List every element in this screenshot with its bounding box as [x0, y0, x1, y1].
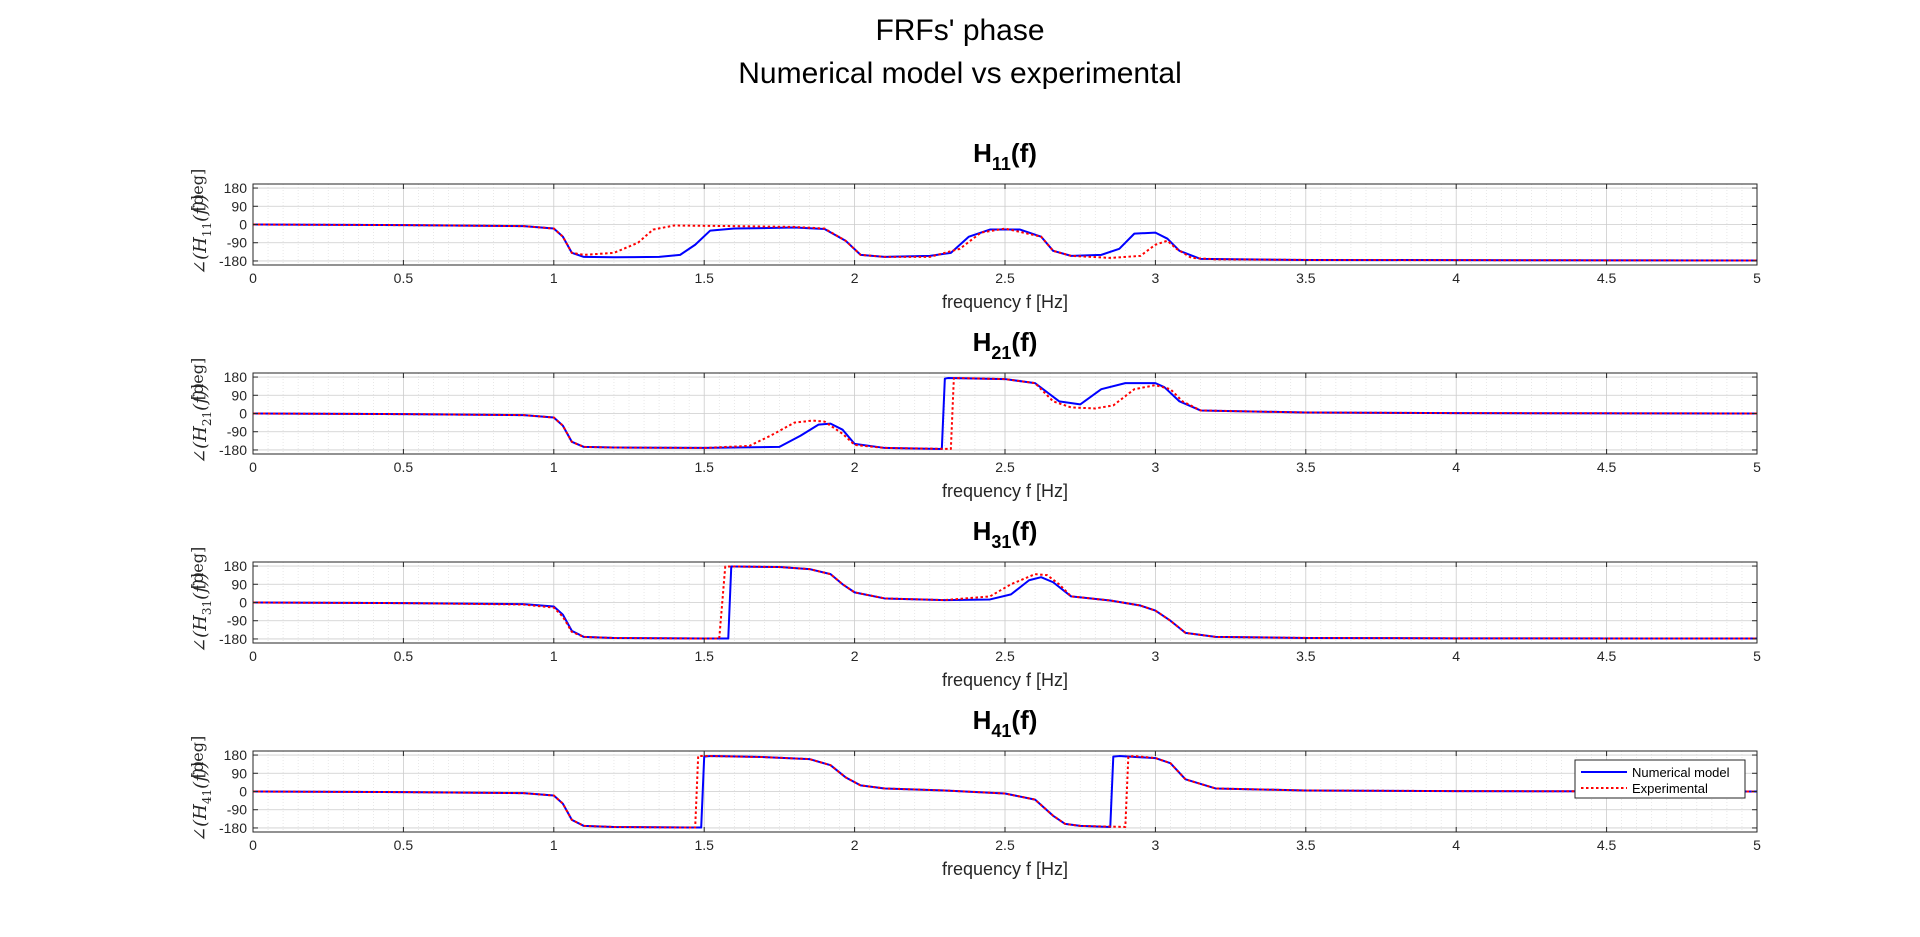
x-tick-label: 3.5 — [1296, 648, 1316, 664]
y-tick-label: -90 — [227, 613, 247, 629]
x-tick-label: 5 — [1753, 837, 1761, 853]
x-tick-label: 0 — [249, 270, 257, 286]
x-tick-label: 2 — [851, 270, 859, 286]
x-tick-label: 3 — [1152, 837, 1160, 853]
x-tick-label: 5 — [1753, 459, 1761, 475]
y-tick-label: 90 — [231, 576, 247, 592]
x-tick-label: 3 — [1152, 270, 1160, 286]
y-axis-unit: [deg] — [188, 358, 207, 400]
subplot-1: 0 0.5 1 1.5 2 2.5 3 3.5 4 4.5 5 180 90 0 -90 -180 freque… — [188, 138, 1761, 312]
y-axis-unit: [deg] — [188, 169, 207, 211]
y-tick-label: 0 — [239, 406, 247, 422]
x-tick-label: 1.5 — [694, 648, 714, 664]
subplot-3: 0 0.5 1 1.5 2 2.5 3 3.5 4 4.5 5 180 90 0 -90 -180 freque… — [188, 516, 1761, 690]
y-axis-label: ∠(H41(f)) — [190, 761, 214, 842]
subplot-title: H31(f) — [973, 516, 1038, 552]
x-tick-label: 1.5 — [694, 270, 714, 286]
x-tick-label: 2.5 — [995, 459, 1015, 475]
x-tick-label: 0.5 — [394, 270, 414, 286]
y-axis-unit: [deg] — [188, 736, 207, 778]
x-tick-label: 0.5 — [394, 459, 414, 475]
x-tick-label: 4.5 — [1597, 459, 1617, 475]
subplots: 0 0.5 1 1.5 2 2.5 3 3.5 4 4.5 5 180 90 0 -90 -180 freque… — [188, 138, 1761, 879]
x-tick-label: 0 — [249, 837, 257, 853]
x-tick-label: 2.5 — [995, 648, 1015, 664]
x-tick-label: 3.5 — [1296, 837, 1316, 853]
y-tick-label: 180 — [224, 180, 248, 196]
x-tick-label: 4 — [1452, 837, 1460, 853]
x-tick-label: 3.5 — [1296, 459, 1316, 475]
x-tick-label: 4.5 — [1597, 648, 1617, 664]
x-tick-label: 1 — [550, 270, 558, 286]
figure-title-line2: Numerical model vs experimental — [738, 57, 1182, 90]
x-tick-label: 3 — [1152, 459, 1160, 475]
x-tick-label: 4.5 — [1597, 837, 1617, 853]
x-tick-label: 1 — [550, 648, 558, 664]
x-axis-label: frequency f [Hz] — [942, 292, 1068, 312]
x-tick-label: 1 — [550, 837, 558, 853]
y-tick-label: 0 — [239, 595, 247, 611]
y-tick-label: 90 — [231, 198, 247, 214]
y-tick-label: -90 — [227, 235, 247, 251]
x-tick-label: 2 — [851, 837, 859, 853]
x-tick-label: 0.5 — [394, 648, 414, 664]
x-axis-label: frequency f [Hz] — [942, 859, 1068, 879]
y-tick-label: 180 — [224, 369, 248, 385]
series-numerical-model — [252, 755, 1758, 829]
x-tick-label: 1.5 — [694, 459, 714, 475]
legend-label-experimental: Experimental — [1632, 781, 1708, 796]
y-tick-label: 0 — [239, 784, 247, 800]
x-tick-label: 2 — [851, 459, 859, 475]
x-tick-label: 4 — [1452, 270, 1460, 286]
x-tick-label: 2.5 — [995, 270, 1015, 286]
subplot-title: H11(f) — [973, 138, 1037, 174]
legend-label-numerical: Numerical model — [1632, 765, 1730, 780]
series-numerical-model — [252, 223, 1758, 262]
y-tick-label: 0 — [239, 217, 247, 233]
y-tick-label: 180 — [224, 558, 248, 574]
legend-box — [1574, 759, 1746, 799]
x-tick-label: 0.5 — [394, 837, 414, 853]
x-tick-label: 3.5 — [1296, 270, 1316, 286]
y-tick-label: 90 — [231, 765, 247, 781]
y-tick-label: -90 — [227, 424, 247, 440]
x-tick-label: 0 — [249, 648, 257, 664]
x-tick-label: 5 — [1753, 270, 1761, 286]
x-axis-label: frequency f [Hz] — [942, 670, 1068, 690]
y-axis-label: ∠(H21(f)) — [190, 383, 214, 464]
x-tick-label: 0 — [249, 459, 257, 475]
y-tick-label: -180 — [219, 442, 247, 458]
x-tick-label: 2 — [851, 648, 859, 664]
y-axis-label: ∠(H31(f)) — [190, 572, 214, 653]
y-tick-label: -180 — [219, 820, 247, 836]
series-experimental — [252, 377, 1758, 450]
subplot-title: H21(f) — [973, 327, 1038, 363]
y-axis-unit: [deg] — [188, 547, 207, 589]
y-tick-label: -180 — [219, 631, 247, 647]
subplot-title: H41(f) — [973, 705, 1038, 741]
x-tick-label: 3 — [1152, 648, 1160, 664]
series-numerical-model — [252, 565, 1758, 640]
x-tick-label: 1 — [550, 459, 558, 475]
x-tick-label: 5 — [1753, 648, 1761, 664]
y-tick-label: 180 — [224, 747, 248, 763]
figure-title-line1: FRFs' phase — [875, 14, 1044, 47]
y-tick-label: 90 — [231, 387, 247, 403]
subplot-2: 0 0.5 1 1.5 2 2.5 3 3.5 4 4.5 5 180 90 0 -90 -180 freque… — [188, 327, 1761, 501]
y-axis-label: ∠(H11(f)) — [190, 194, 214, 275]
x-tick-label: 4.5 — [1597, 270, 1617, 286]
y-tick-label: -180 — [219, 253, 247, 269]
subplot-4: 0 0.5 1 1.5 2 2.5 3 3.5 4 4.5 5 180 90 0 -90 -180 freque… — [188, 705, 1761, 879]
x-tick-label: 1.5 — [694, 837, 714, 853]
x-axis-label: frequency f [Hz] — [942, 481, 1068, 501]
y-tick-label: -90 — [227, 802, 247, 818]
x-tick-label: 2.5 — [995, 837, 1015, 853]
x-tick-label: 4 — [1452, 648, 1460, 664]
x-tick-label: 4 — [1452, 459, 1460, 475]
